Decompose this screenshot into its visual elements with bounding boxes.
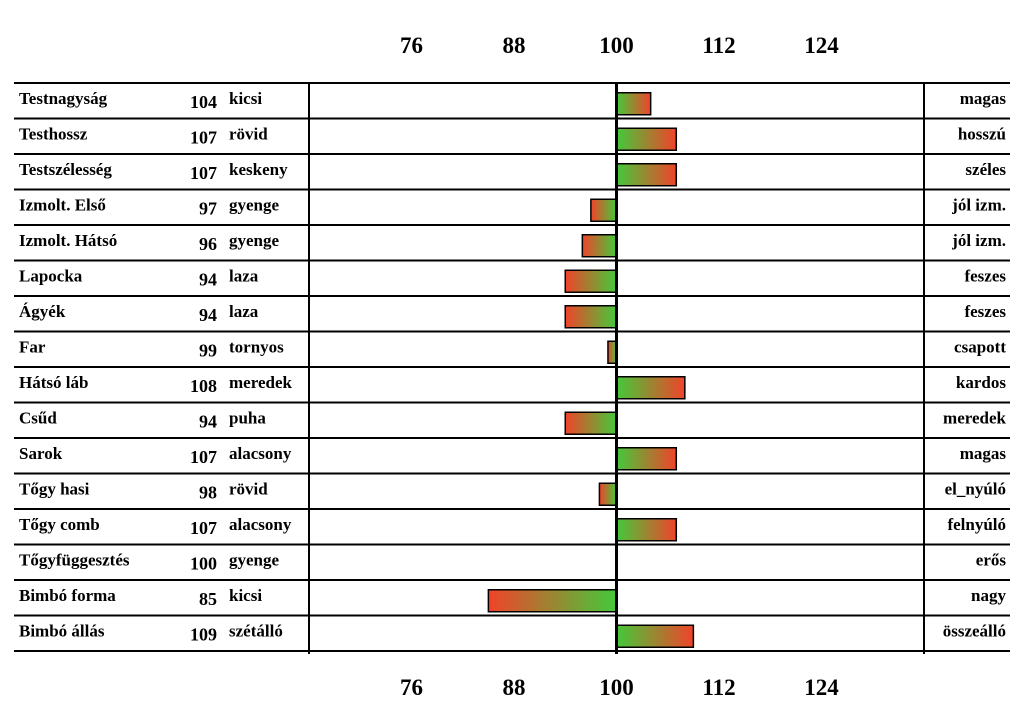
low-extreme-label: gyenge (229, 231, 280, 250)
high-extreme-label: el_nyúló (945, 480, 1006, 499)
value-label: 107 (190, 163, 217, 183)
high-extreme-label: feszes (964, 302, 1006, 321)
high-extreme-label: kardos (956, 373, 1006, 392)
trait-label: Bimbó állás (19, 622, 105, 641)
bar (615, 376, 686, 400)
value-label: 107 (190, 518, 217, 538)
value-label: 94 (199, 270, 217, 290)
bar (615, 624, 695, 648)
low-extreme-label: kicsi (229, 89, 262, 108)
trait-label: Testszélesség (19, 160, 112, 179)
trait-label: Far (19, 338, 46, 357)
low-extreme-label: laza (229, 302, 259, 321)
low-extreme-label: gyenge (229, 551, 280, 570)
trait-label: Tőgyfüggesztés (19, 551, 130, 570)
bar (581, 234, 618, 258)
value-label: 97 (199, 199, 217, 219)
labels: Testnagyság 104 kicsi magas Testhossz 107 rövi… (19, 33, 1007, 700)
bar (590, 198, 618, 222)
high-extreme-label: széles (965, 160, 1006, 179)
trait-label: Ágyék (19, 302, 66, 321)
high-extreme-label: feszes (964, 267, 1006, 286)
value-label: 108 (190, 376, 217, 396)
high-extreme-label: magas (960, 444, 1007, 463)
high-extreme-label: jól izm. (951, 196, 1006, 215)
value-label: 98 (199, 483, 217, 503)
low-extreme-label: keskeny (229, 160, 288, 179)
low-extreme-label: rövid (229, 125, 268, 144)
low-extreme-label: kicsi (229, 586, 262, 605)
x-tick-label-bottom: 112 (702, 675, 735, 700)
low-extreme-label: szétálló (229, 622, 283, 641)
high-extreme-label: hosszú (958, 125, 1006, 144)
trait-label: Testnagyság (19, 89, 108, 108)
trait-label: Csűd (19, 409, 57, 428)
trait-label: Testhossz (19, 125, 88, 144)
grid-lines (14, 82, 1010, 652)
x-tick-label-bottom: 100 (599, 675, 634, 700)
value-label: 109 (190, 625, 217, 645)
x-tick-label-top: 124 (804, 33, 839, 58)
trait-label: Sarok (19, 444, 63, 463)
low-extreme-label: rövid (229, 480, 268, 499)
x-tick-label-top: 112 (702, 33, 735, 58)
value-label: 104 (190, 92, 217, 112)
bar (615, 127, 678, 151)
value-label: 99 (199, 341, 217, 361)
bar (615, 447, 678, 471)
trait-label: Tőgy comb (19, 515, 100, 534)
trait-label: Bimbó forma (19, 586, 116, 605)
x-tick-label-bottom: 76 (400, 675, 423, 700)
high-extreme-label: felnyúló (947, 515, 1006, 534)
x-tick-label-bottom: 124 (804, 675, 839, 700)
value-label: 94 (199, 412, 217, 432)
bar (487, 589, 618, 613)
low-extreme-label: gyenge (229, 196, 280, 215)
high-extreme-label: jól izm. (951, 231, 1006, 250)
x-tick-label-top: 100 (599, 33, 634, 58)
x-tick-label-bottom: 88 (503, 675, 526, 700)
value-label: 94 (199, 305, 217, 325)
high-extreme-label: csapott (954, 338, 1006, 357)
low-extreme-label: alacsony (229, 444, 292, 463)
high-extreme-label: nagy (971, 586, 1006, 605)
low-extreme-label: laza (229, 267, 259, 286)
value-label: 107 (190, 447, 217, 467)
trait-label: Izmolt. Első (19, 196, 106, 215)
value-label: 96 (199, 234, 217, 254)
high-extreme-label: magas (960, 89, 1007, 108)
axes (308, 83, 925, 654)
bar (615, 92, 652, 116)
low-extreme-label: alacsony (229, 515, 292, 534)
trait-label: Tőgy hasi (19, 480, 90, 499)
trait-label: Izmolt. Hátsó (19, 231, 117, 250)
low-extreme-label: meredek (229, 373, 292, 392)
value-label: 100 (190, 554, 217, 574)
bar (615, 518, 678, 542)
x-tick-label-top: 88 (503, 33, 526, 58)
bar (615, 163, 678, 187)
high-extreme-label: erős (976, 551, 1007, 570)
bar (598, 482, 618, 506)
bar (564, 411, 618, 435)
trait-label: Lapocka (19, 267, 83, 286)
bar (564, 305, 618, 329)
trait-label: Hátsó láb (19, 373, 88, 392)
low-extreme-label: puha (229, 409, 266, 428)
x-tick-label-top: 76 (400, 33, 423, 58)
high-extreme-label: összeálló (943, 622, 1006, 641)
low-extreme-label: tornyos (229, 338, 284, 357)
value-label: 85 (199, 589, 217, 609)
value-label: 107 (190, 128, 217, 148)
bar (564, 269, 618, 293)
high-extreme-label: meredek (943, 409, 1006, 428)
bars (487, 92, 695, 648)
